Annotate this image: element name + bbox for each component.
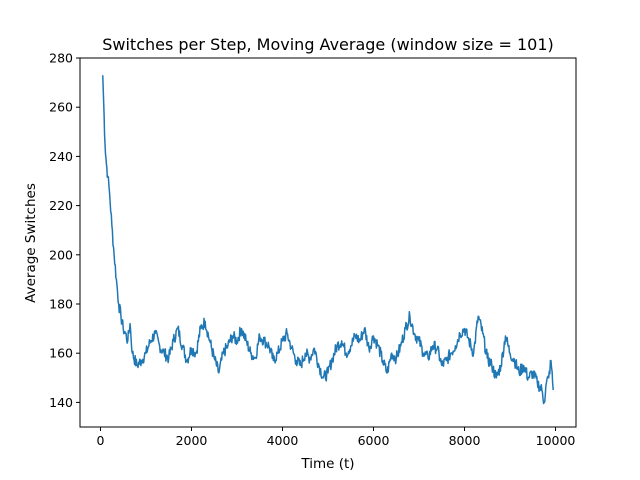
- chart-title: Switches per Step, Moving Average (windo…: [102, 35, 554, 54]
- x-tick-label: 2000: [176, 433, 208, 448]
- x-tick-label: 6000: [358, 433, 390, 448]
- x-axis: 0 2000 4000 6000 8000 10000: [97, 427, 576, 448]
- x-tick-label: 8000: [449, 433, 481, 448]
- y-tick-label: 280: [49, 51, 73, 66]
- x-axis-label: Time (t): [300, 456, 354, 472]
- y-tick-label: 260: [49, 100, 73, 115]
- y-tick-label: 200: [49, 247, 73, 262]
- y-tick-label: 180: [49, 297, 73, 312]
- y-tick-label: 220: [49, 198, 73, 213]
- y-tick-label: 140: [49, 395, 73, 410]
- series-line: [102, 75, 554, 405]
- y-tick-label: 240: [49, 149, 73, 164]
- y-axis-label: Average Switches: [23, 183, 39, 303]
- x-tick-label: 10000: [536, 433, 576, 448]
- x-tick-label: 4000: [267, 433, 299, 448]
- y-tick-label: 160: [49, 346, 73, 361]
- plot-area: [102, 75, 554, 405]
- y-axis: 140 160 180 200 220 240 260 280: [49, 51, 80, 410]
- plot-frame: [79, 57, 577, 428]
- x-tick-label: 0: [97, 433, 105, 448]
